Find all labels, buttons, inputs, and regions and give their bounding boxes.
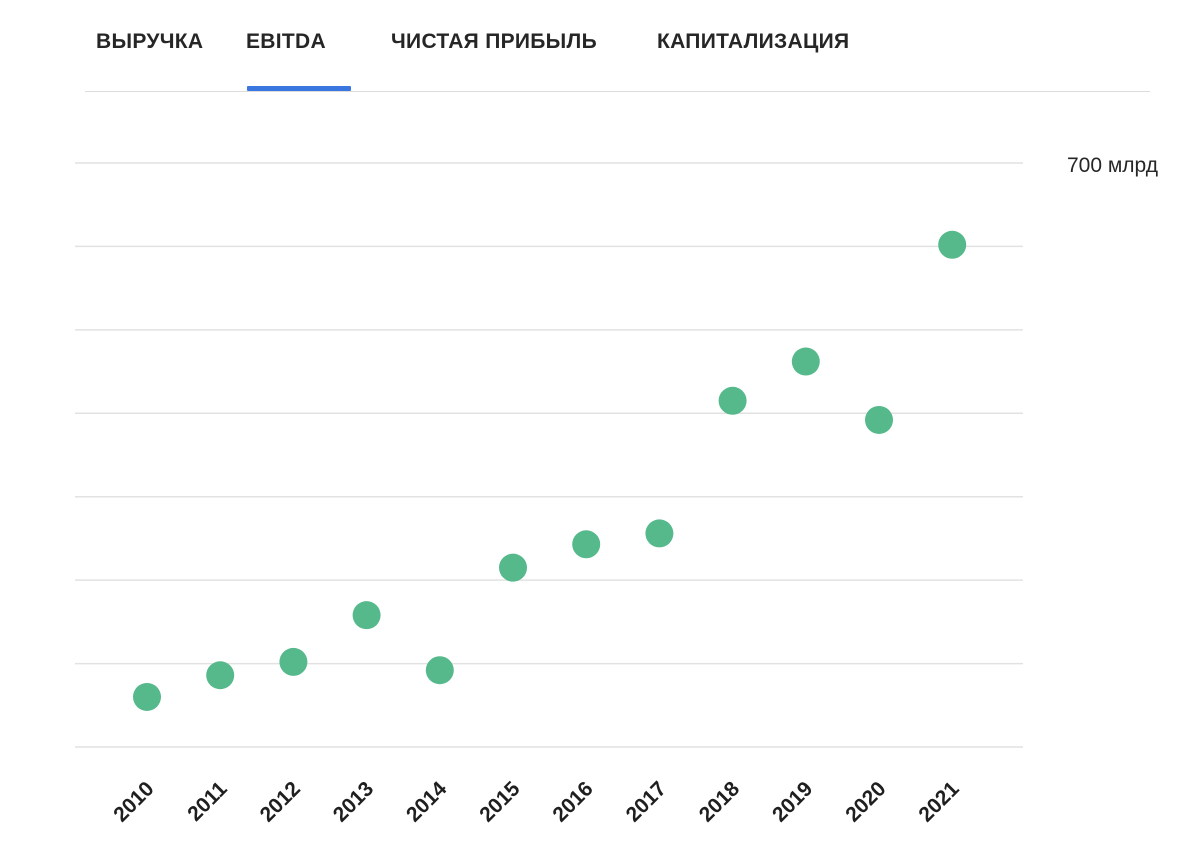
active-tab-indicator [247, 86, 351, 91]
data-point-2017[interactable] [645, 519, 674, 548]
data-point-2020[interactable] [865, 405, 893, 434]
tab-bar: ВЫРУЧКА EBITDA ЧИСТАЯ ПРИБЫЛЬ КАПИТАЛИЗА… [85, 0, 1150, 92]
data-point-2014[interactable] [425, 656, 454, 685]
x-tick-label-2017: 2017 [622, 777, 671, 826]
data-point-2016[interactable] [572, 530, 601, 559]
x-tick-label-2012: 2012 [256, 777, 305, 826]
data-point-2021[interactable] [938, 230, 967, 259]
x-tick-label-2021: 2021 [914, 777, 964, 827]
data-point-2018[interactable] [718, 386, 747, 415]
data-point-2015[interactable] [499, 553, 527, 582]
x-tick-label-2015: 2015 [475, 777, 525, 827]
data-point-2010[interactable] [133, 682, 161, 711]
x-tick-label-2011: 2011 [183, 777, 232, 826]
data-point-2019[interactable] [791, 347, 820, 376]
tab-ebitda[interactable]: EBITDA [246, 30, 326, 53]
data-point-2013[interactable] [352, 601, 381, 630]
x-tick-label-2020: 2020 [841, 777, 890, 826]
tab-revenue[interactable]: ВЫРУЧКА [96, 30, 204, 53]
x-tick-label-2018: 2018 [695, 777, 745, 827]
tab-net-profit[interactable]: ЧИСТАЯ ПРИБЫЛЬ [391, 30, 597, 53]
data-point-2011[interactable] [206, 661, 235, 690]
x-tick-label-2014: 2014 [402, 777, 452, 827]
y-axis-max-label: 700 млрд [1067, 154, 1158, 177]
tab-capitalization[interactable]: КАПИТАЛИЗАЦИЯ [657, 30, 850, 53]
x-tick-label-2019: 2019 [768, 777, 817, 826]
data-point-2012[interactable] [279, 647, 308, 676]
x-tick-label-2010: 2010 [109, 777, 158, 826]
x-tick-label-2013: 2013 [329, 777, 378, 826]
x-tick-label-2016: 2016 [548, 777, 597, 826]
